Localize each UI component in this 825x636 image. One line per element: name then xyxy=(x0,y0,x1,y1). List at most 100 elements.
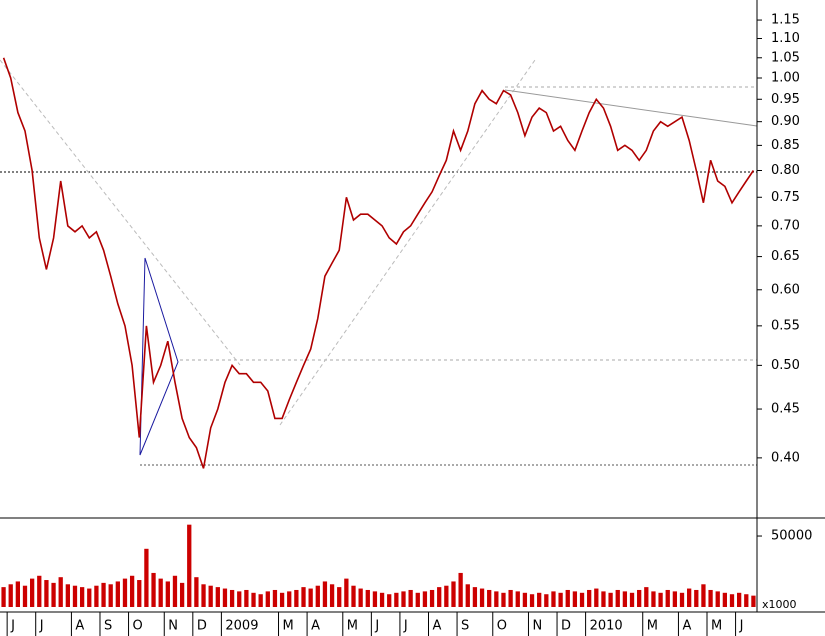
volume-bar xyxy=(379,592,385,607)
volume-unit: x1000 xyxy=(762,598,797,611)
volume-bar xyxy=(37,575,42,607)
volume-bar xyxy=(679,592,685,607)
volume-bar xyxy=(751,595,756,607)
x-tick-label: A xyxy=(75,619,84,634)
x-tick-label: J xyxy=(403,619,408,634)
x-tick-label: M xyxy=(647,619,658,634)
volume-bar xyxy=(394,592,399,607)
x-tick-label: 2010 xyxy=(590,619,623,634)
x-tick-label: D xyxy=(197,619,207,634)
annotations xyxy=(0,59,758,466)
volume-bar xyxy=(315,585,320,607)
volume-bar xyxy=(51,582,56,607)
y-tick-label: 0.90 xyxy=(771,114,800,129)
x-tick-label: N xyxy=(532,619,542,634)
volume-bar xyxy=(65,584,70,607)
volume-bar xyxy=(572,591,578,607)
volume-bar xyxy=(579,592,585,607)
x-tick-label: S xyxy=(104,619,112,634)
x-tick-label: J xyxy=(374,619,379,634)
volume-bar xyxy=(187,524,192,607)
volume-bar xyxy=(601,591,606,607)
volume-bar xyxy=(372,591,378,607)
volume-bar xyxy=(244,589,249,607)
volume-bar xyxy=(672,591,678,607)
y-tick-label: 0.45 xyxy=(771,402,800,417)
volume-bar xyxy=(665,589,670,607)
volume-bar xyxy=(565,589,570,607)
x-tick-label: J xyxy=(739,619,744,634)
y-tick-label: 0.40 xyxy=(771,450,800,465)
volume-bar xyxy=(15,581,20,607)
volume-bar xyxy=(465,584,470,607)
volume-bar xyxy=(737,592,742,607)
volume-bar xyxy=(451,581,456,607)
y-tick-label: 50000 xyxy=(771,529,812,544)
volume-bar xyxy=(115,581,120,607)
x-tick-label: M xyxy=(711,619,722,634)
volume-bar xyxy=(408,589,413,607)
volume-bar xyxy=(429,589,435,607)
volume-bar xyxy=(237,591,242,607)
volume-bar xyxy=(144,548,149,607)
volume-bar xyxy=(637,589,642,607)
x-tick-label: 2009 xyxy=(225,619,258,634)
volume-bar xyxy=(208,585,213,607)
volume-bar xyxy=(151,572,156,607)
x-tick-label: M xyxy=(347,619,358,634)
volume-bar xyxy=(608,592,613,607)
volume-bar xyxy=(701,584,706,607)
volume-bar xyxy=(687,588,692,607)
volume-bar xyxy=(644,587,649,607)
y-tick-label: 0.80 xyxy=(771,163,800,178)
volume-bar xyxy=(437,587,442,607)
volume-bar xyxy=(222,588,228,607)
volume-bar xyxy=(415,592,420,607)
x-tick-label: A xyxy=(432,619,441,634)
volume-bar xyxy=(615,589,620,607)
volume-bar xyxy=(658,592,663,607)
x-tick-label: S xyxy=(461,619,469,634)
volume-bar xyxy=(458,572,463,607)
volume-bar xyxy=(229,589,235,607)
volume-bar xyxy=(137,580,142,607)
volume-bar xyxy=(494,591,499,607)
volume-bar xyxy=(201,584,206,607)
volume-bar xyxy=(558,592,563,607)
volume-bar xyxy=(729,594,735,607)
x-tick-label: O xyxy=(133,619,143,634)
y-tick-label: 0.50 xyxy=(771,358,800,373)
volume-bar xyxy=(479,588,485,607)
volume-bar xyxy=(358,588,363,607)
trend-line xyxy=(279,59,536,426)
y-tick-label: 0.85 xyxy=(771,138,800,153)
volume-bar xyxy=(294,589,299,607)
price-line xyxy=(2,57,755,469)
volume-bar xyxy=(44,580,49,607)
volume-bar xyxy=(22,585,28,607)
y-tick-label: 0.60 xyxy=(771,282,800,297)
volume-bar xyxy=(501,592,506,607)
volume-bar xyxy=(108,584,113,607)
volume-bar xyxy=(194,577,199,607)
y-tick-label: 1.00 xyxy=(771,70,800,85)
volume-bar xyxy=(472,587,478,607)
trend-line xyxy=(0,59,241,366)
x-tick-label: N xyxy=(168,619,178,634)
volume-bar xyxy=(708,589,713,607)
volume-bar xyxy=(622,591,628,607)
x-tick-label: A xyxy=(682,619,691,634)
volume-bar xyxy=(87,588,92,607)
volume-bar xyxy=(308,588,313,607)
volume-bar xyxy=(265,591,270,607)
volume-bar xyxy=(158,578,163,607)
y-tick-label: 1.15 xyxy=(771,13,800,28)
y-tick-label: 1.05 xyxy=(771,50,800,65)
volume-bar xyxy=(544,594,549,607)
volume-bar xyxy=(387,594,392,607)
volume-bar xyxy=(522,592,528,607)
volume-bar xyxy=(72,585,78,607)
volume-bar xyxy=(422,591,428,607)
y-tick-label: 0.55 xyxy=(771,318,800,333)
